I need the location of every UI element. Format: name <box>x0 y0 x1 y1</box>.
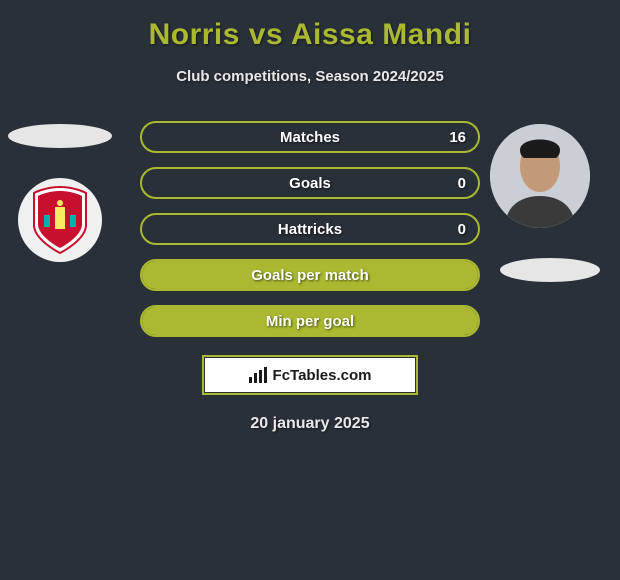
player-left-avatar-placeholder <box>8 124 112 148</box>
person-silhouette-icon <box>490 124 590 228</box>
liverpool-crest-icon <box>30 185 90 255</box>
page-title: Norris vs Aissa Mandi <box>0 18 620 52</box>
stat-value-right: 16 <box>449 129 466 146</box>
player-right-avatar <box>490 124 590 228</box>
brand-box-inner: FcTables.com <box>205 358 415 392</box>
stat-row-hattricks: Hattricks 0 <box>140 213 480 245</box>
snapshot-date: 20 january 2025 <box>0 415 620 433</box>
stat-value-right: 0 <box>458 221 466 238</box>
stat-row-goals-per-match: Goals per match <box>140 259 480 291</box>
comparison-card: Norris vs Aissa Mandi Club competitions,… <box>0 0 620 443</box>
player-left-club-crest <box>18 178 102 262</box>
stat-value-right: 0 <box>458 175 466 192</box>
stat-label: Min per goal <box>266 313 354 330</box>
brand-box[interactable]: FcTables.com <box>202 355 418 395</box>
player-right-club-placeholder <box>500 258 600 282</box>
bar-chart-icon <box>249 367 269 383</box>
brand-label: FcTables.com <box>273 367 372 384</box>
stat-row-goals: Goals 0 <box>140 167 480 199</box>
stat-label: Hattricks <box>278 221 342 238</box>
stat-row-min-per-goal: Min per goal <box>140 305 480 337</box>
stat-row-matches: Matches 16 <box>140 121 480 153</box>
stat-label: Goals <box>289 175 331 192</box>
subtitle: Club competitions, Season 2024/2025 <box>0 68 620 85</box>
stat-label: Matches <box>280 129 340 146</box>
stat-label: Goals per match <box>251 267 369 284</box>
